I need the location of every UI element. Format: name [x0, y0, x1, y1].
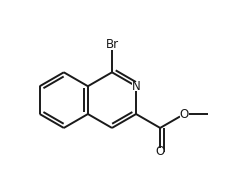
Text: N: N	[132, 80, 140, 93]
Text: O: O	[156, 145, 165, 158]
Text: Br: Br	[106, 38, 118, 51]
FancyBboxPatch shape	[105, 40, 119, 49]
FancyBboxPatch shape	[156, 148, 164, 155]
FancyBboxPatch shape	[180, 110, 188, 118]
FancyBboxPatch shape	[132, 82, 140, 90]
Text: O: O	[180, 108, 189, 121]
